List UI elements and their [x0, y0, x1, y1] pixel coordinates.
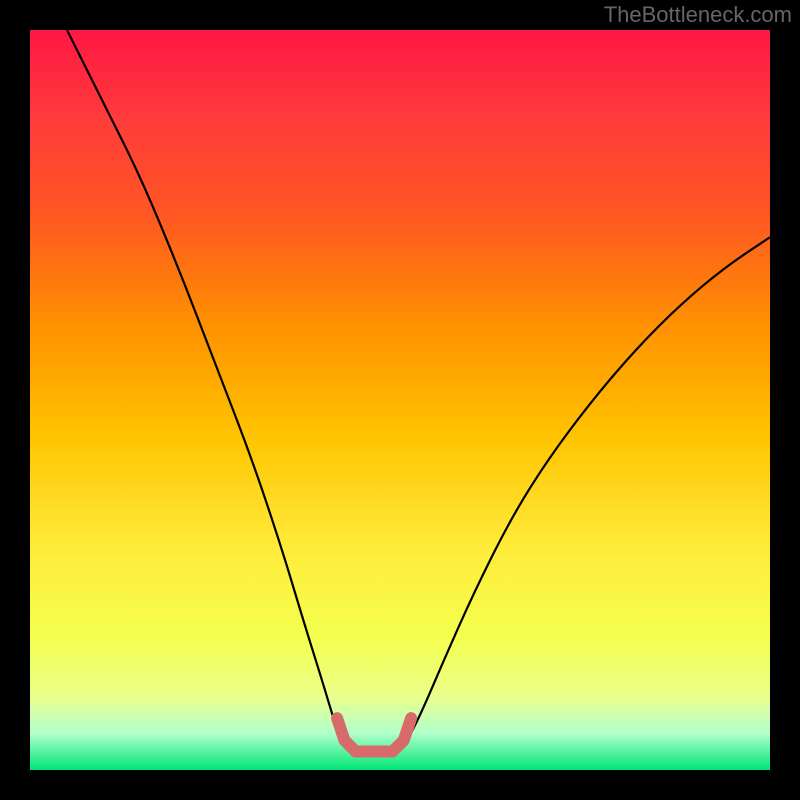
plot-area — [30, 30, 770, 770]
bottleneck-chart: TheBottleneck.com — [0, 0, 800, 800]
chart-svg — [30, 30, 770, 770]
gradient-background — [30, 30, 770, 770]
watermark-text: TheBottleneck.com — [604, 2, 792, 28]
